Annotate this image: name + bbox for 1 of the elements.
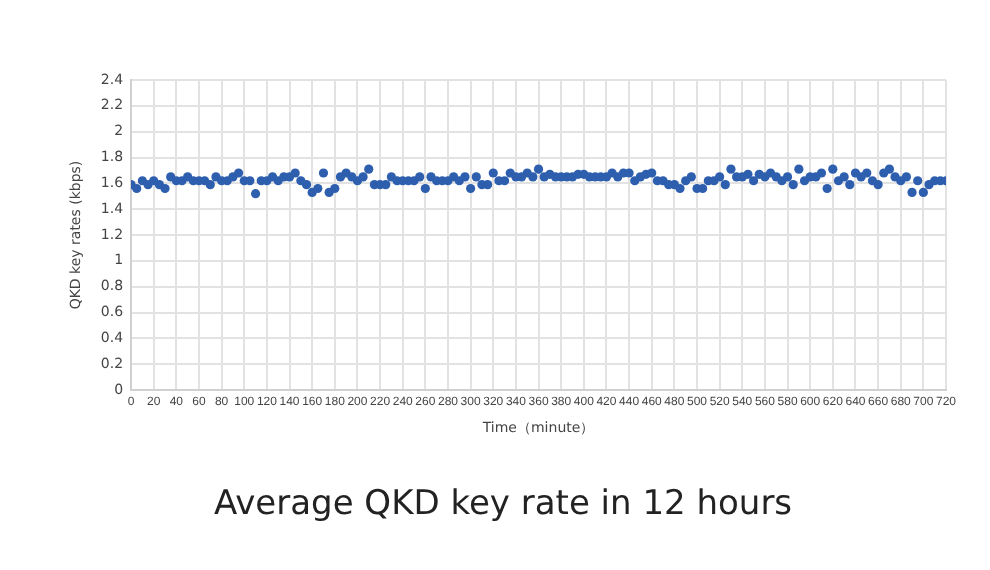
text: Average QKD key rate in 12 hours: [213, 484, 793, 525]
